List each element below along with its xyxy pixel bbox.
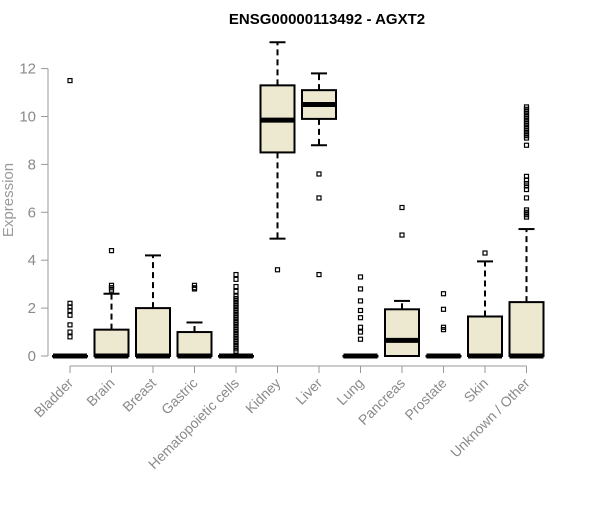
x-tick-label: Lung bbox=[333, 375, 366, 408]
outlier-point bbox=[523, 135, 530, 141]
box bbox=[467, 315, 503, 358]
outlier-point bbox=[523, 186, 530, 193]
y-tick-label: 6 bbox=[28, 204, 36, 221]
y-tick-label: 0 bbox=[28, 348, 36, 365]
outlier-point bbox=[67, 334, 73, 340]
outlier-point bbox=[316, 271, 322, 278]
x-tick-label: Breast bbox=[119, 375, 159, 415]
outlier-point bbox=[67, 322, 73, 328]
outlier-point bbox=[108, 248, 115, 254]
outlier-point bbox=[440, 291, 447, 297]
outlier-point bbox=[274, 267, 281, 273]
x-tick-label: Skin bbox=[461, 375, 492, 406]
y-tick-label: 10 bbox=[19, 109, 36, 126]
outlier-point bbox=[482, 250, 488, 256]
outlier-point bbox=[233, 271, 239, 278]
box bbox=[384, 308, 420, 357]
outlier-point bbox=[523, 142, 530, 148]
x-tick-label: Kidney bbox=[242, 375, 284, 417]
outlier-point bbox=[67, 77, 73, 84]
outlier-point bbox=[357, 274, 364, 280]
box bbox=[508, 301, 545, 357]
outlier-point bbox=[233, 348, 239, 354]
box bbox=[135, 307, 171, 358]
outlier-point bbox=[523, 195, 530, 201]
x-tick-label: Brain bbox=[83, 375, 117, 409]
outlier-point bbox=[233, 276, 239, 282]
outlier-point bbox=[67, 312, 73, 318]
x-tick-label: Liver bbox=[292, 375, 325, 408]
outlier-point bbox=[357, 286, 364, 292]
x-tick-label: Unknown / Other bbox=[447, 375, 533, 461]
y-tick-label: 12 bbox=[19, 61, 36, 78]
outlier-point bbox=[233, 288, 239, 294]
outlier-point bbox=[67, 329, 73, 335]
outlier-point bbox=[357, 298, 364, 304]
outlier-point bbox=[399, 232, 405, 238]
outlier-point bbox=[233, 283, 239, 290]
y-axis-label: Expression bbox=[0, 163, 17, 237]
x-tick-label: Prostate bbox=[401, 375, 449, 423]
box bbox=[176, 331, 213, 357]
box bbox=[93, 328, 130, 357]
outlier-point bbox=[399, 204, 405, 211]
outlier-point bbox=[316, 171, 322, 177]
outlier-point bbox=[357, 307, 364, 314]
outlier-point bbox=[523, 214, 530, 220]
outlier-point bbox=[108, 287, 115, 293]
outlier-point bbox=[316, 195, 322, 201]
chart-title: ENSG00000113492 - AGXT2 bbox=[229, 11, 425, 28]
outlier-point bbox=[191, 286, 198, 292]
y-tick-label: 4 bbox=[28, 252, 36, 269]
outlier-point bbox=[440, 327, 447, 333]
outlier-point bbox=[357, 315, 364, 321]
outlier-point bbox=[357, 336, 364, 342]
y-tick-label: 2 bbox=[28, 300, 36, 317]
y-tick-label: 8 bbox=[28, 156, 36, 173]
outlier-point bbox=[67, 307, 73, 314]
x-tick-label: Bladder bbox=[31, 375, 77, 421]
outlier-point bbox=[440, 306, 447, 312]
outlier-point bbox=[357, 329, 364, 335]
outlier-point bbox=[357, 324, 364, 330]
